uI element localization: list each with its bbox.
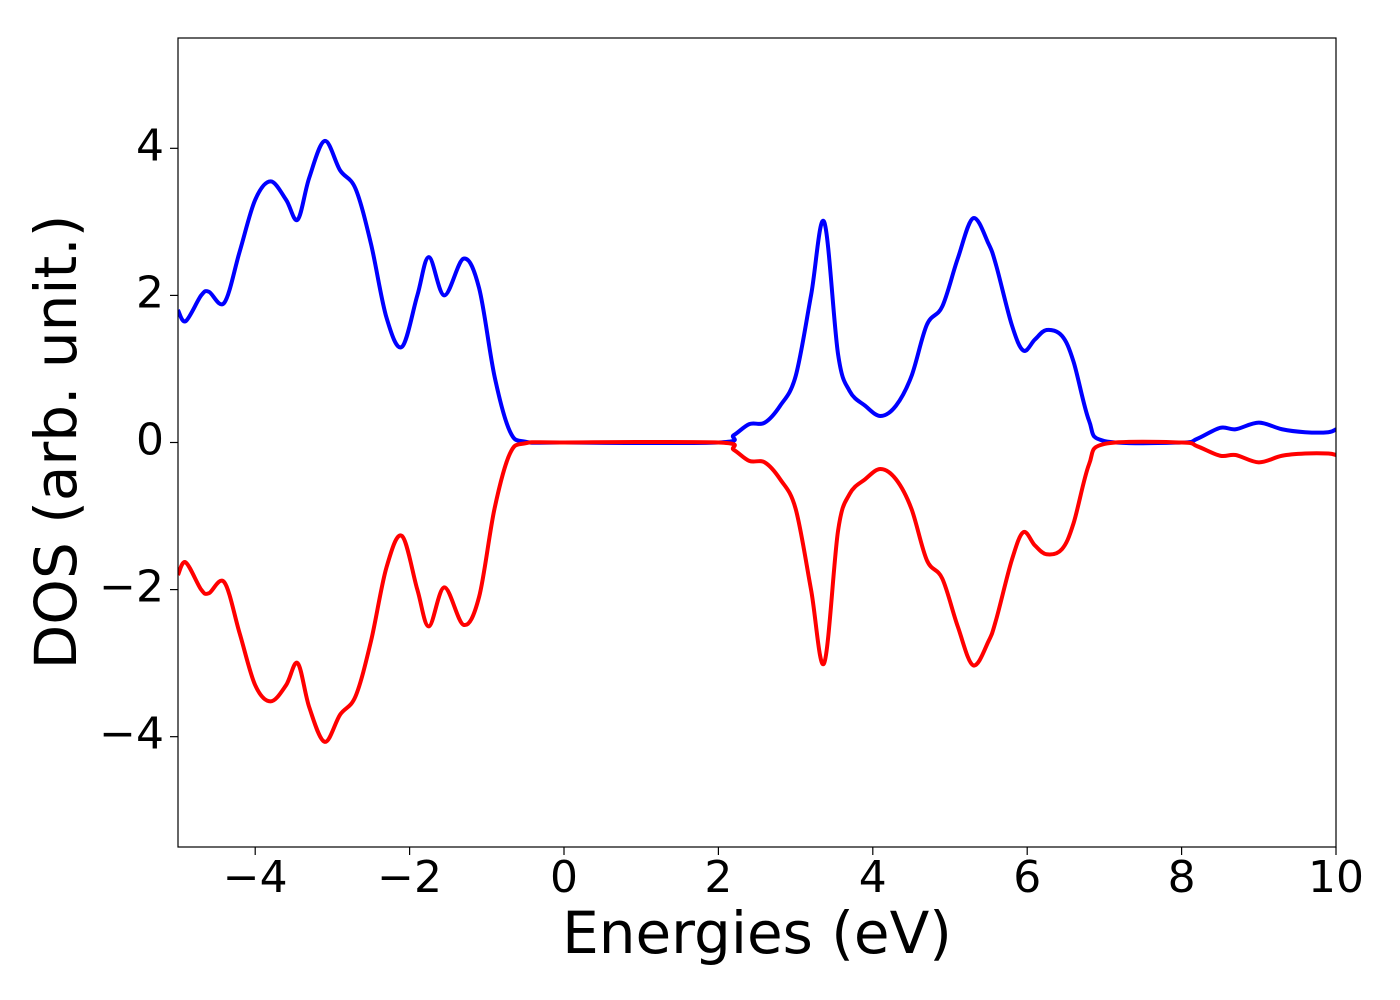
y-tick-label: −2 bbox=[99, 562, 164, 613]
y-tick-label: −4 bbox=[99, 709, 164, 760]
x-tick-label: 0 bbox=[550, 852, 578, 903]
x-tick-label: 8 bbox=[1168, 852, 1196, 903]
x-tick-label: 6 bbox=[1013, 852, 1041, 903]
dos-line bbox=[178, 139, 1336, 446]
x-axis-label: Energies (eV) bbox=[562, 899, 952, 967]
y-axis-label: DOS (arb. unit.) bbox=[22, 215, 90, 670]
x-tick-label: 4 bbox=[859, 852, 887, 903]
x-tick-label: 10 bbox=[1308, 852, 1364, 903]
y-tick-label: 0 bbox=[136, 415, 164, 466]
dos-line bbox=[178, 439, 1336, 744]
y-tick-label: 4 bbox=[136, 120, 164, 171]
x-tick-label: 2 bbox=[704, 852, 732, 903]
y-tick-label: 2 bbox=[136, 267, 164, 318]
x-tick-label: −2 bbox=[377, 852, 442, 903]
x-tick-label: −4 bbox=[223, 852, 288, 903]
